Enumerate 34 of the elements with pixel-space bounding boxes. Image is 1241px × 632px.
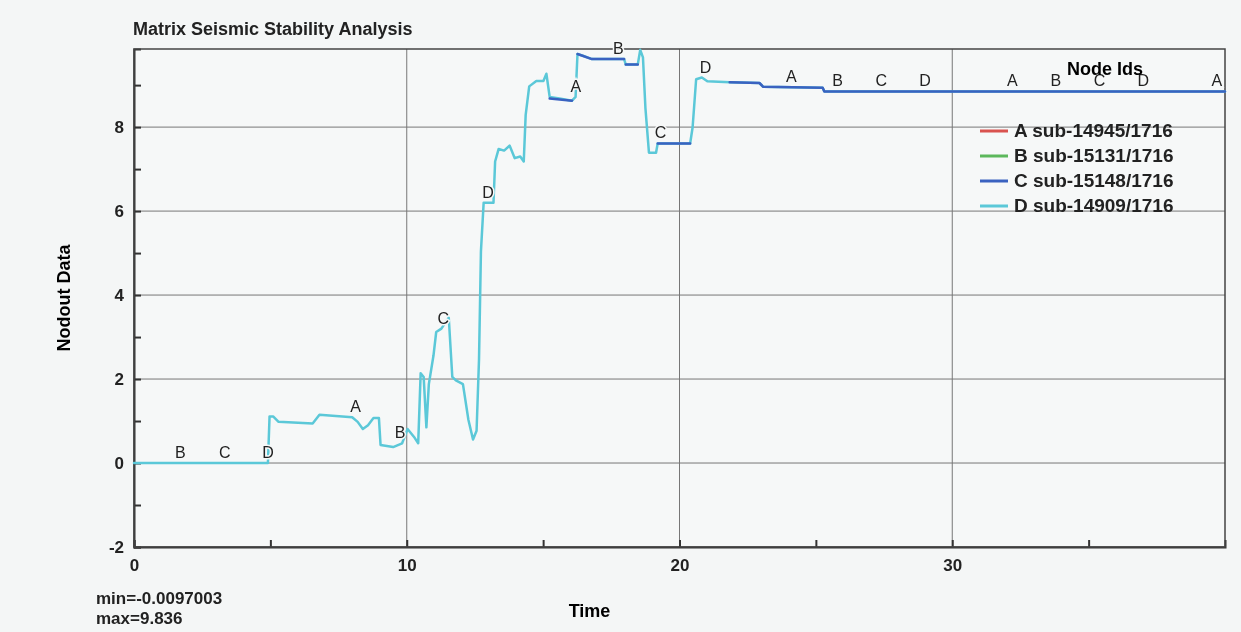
y-axis-title: Nodout Data	[54, 243, 74, 352]
y-tick-label: 2	[114, 369, 124, 389]
annotation: B	[1050, 72, 1062, 90]
chart-title: Matrix Seismic Stability Analysis	[133, 19, 413, 39]
x-tick-label: 10	[397, 556, 417, 576]
annotation: D	[482, 183, 494, 201]
annotation: D	[699, 58, 712, 76]
y-tick-label: 0	[114, 453, 124, 473]
x-axis-title: Time	[568, 601, 611, 621]
annotation: C	[437, 309, 450, 327]
annotation: C	[875, 72, 888, 90]
annotation: B	[175, 444, 186, 462]
y-tick-label: 4	[114, 286, 125, 305]
y-tick-label: 6	[114, 202, 124, 222]
text: max=9.836	[96, 609, 183, 628]
x-tick-label: 30	[943, 556, 963, 576]
x-tick-label: 20	[670, 556, 690, 576]
annotation: B	[832, 72, 844, 90]
legend-label: C sub-15148/1716	[1014, 170, 1174, 191]
text: min=-0.0097003	[96, 589, 223, 608]
legend-label: D sub-14909/1716	[1014, 195, 1174, 216]
annotation: A	[1211, 72, 1223, 90]
legend-label: A sub-14945/1716	[1014, 120, 1173, 141]
annotation: C	[654, 124, 667, 142]
x-tick-label: 0	[129, 556, 140, 576]
annotation: A	[1006, 72, 1018, 90]
annotation: C	[219, 444, 231, 462]
legend-label: B sub-15131/1716	[1014, 145, 1174, 166]
annotation: D	[919, 72, 931, 90]
y-tick-label: -2	[108, 537, 124, 557]
annotation: A	[350, 398, 362, 416]
annotation: A	[785, 67, 797, 85]
y-tick-label: 8	[114, 118, 124, 138]
annotation: B	[394, 424, 406, 442]
